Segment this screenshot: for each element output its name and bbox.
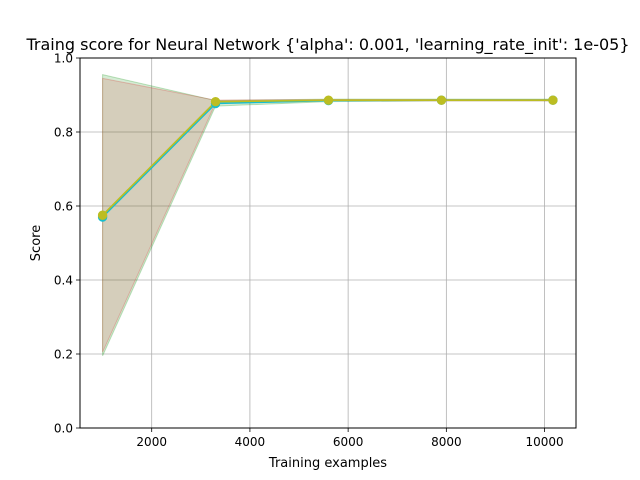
- ticks: 2000 4000 6000 8000 10000 0.0 0.2 0.4 0.6 0.8 1.0: [54, 52, 564, 450]
- plot-background: [80, 58, 576, 428]
- plot-frame: [79, 57, 577, 429]
- chart-title: Traing score for Neural Network {'alpha'…: [25, 35, 629, 55]
- y-tick-label-1: 0.2: [54, 348, 73, 362]
- score-point-1-0: [97, 210, 108, 220]
- y-tick-label-4: 0.8: [54, 126, 73, 140]
- score-point-1-3: [436, 95, 447, 105]
- x-tick-label-0: 2000: [136, 435, 167, 449]
- score-point-1-2: [323, 95, 334, 105]
- score-point-1-1: [210, 96, 221, 107]
- y-axis-label: Score: [29, 225, 44, 261]
- x-tick-label-4: 10000: [525, 435, 563, 449]
- x-tick-label-3: 8000: [431, 435, 462, 449]
- x-axis-label: Training examples: [268, 456, 387, 471]
- y-tick-label-5: 1.0: [54, 52, 73, 66]
- y-tick-label-0: 0.0: [54, 422, 73, 436]
- x-tick-label-2: 6000: [333, 435, 364, 449]
- score-point-1-4: [548, 95, 558, 105]
- x-tick-label-1: 4000: [235, 435, 266, 449]
- score-markers: [97, 95, 558, 222]
- y-tick-label-3: 0.6: [54, 200, 73, 214]
- y-tick-label-2: 0.4: [54, 274, 73, 288]
